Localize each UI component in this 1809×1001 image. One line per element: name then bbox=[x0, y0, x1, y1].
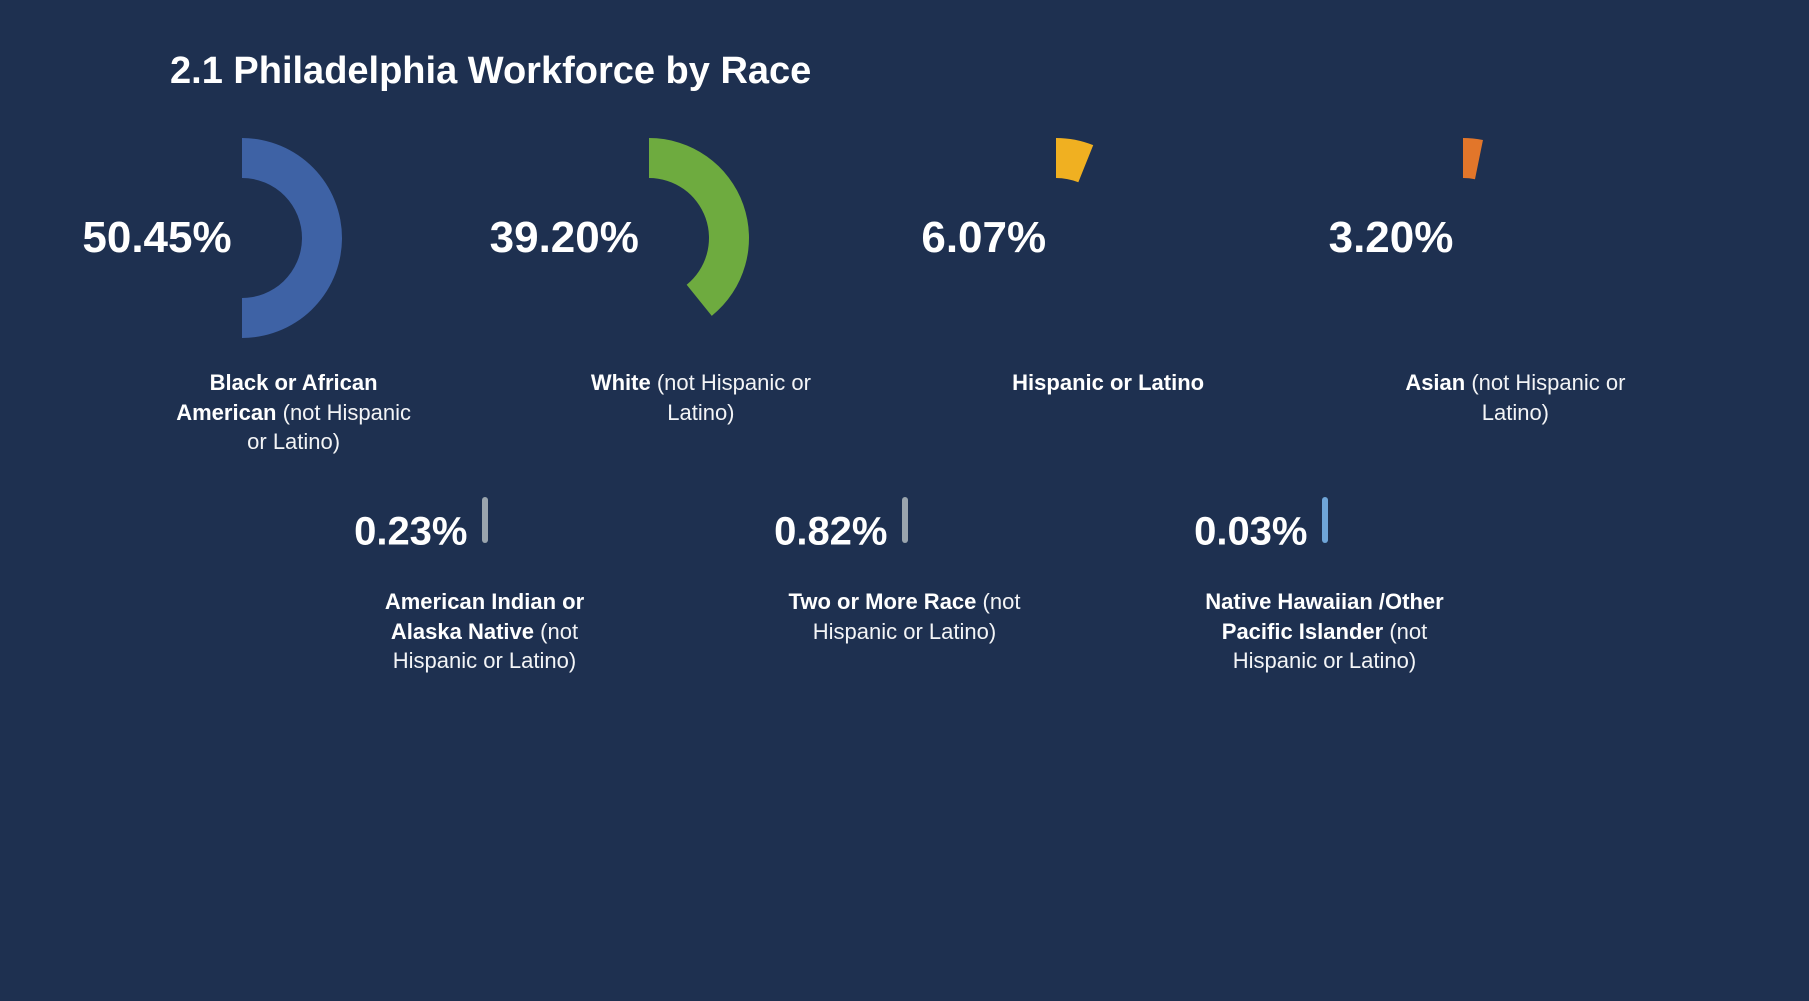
caption-bold: Two or More Race bbox=[789, 589, 977, 614]
card-white: 39.20% White (not Hispanic or Latino) bbox=[497, 118, 904, 457]
donut-wrap: 50.45% bbox=[242, 118, 346, 358]
card-hispanic-latino: 6.07% Hispanic or Latino bbox=[905, 118, 1312, 457]
donut-wrap: 3.20% bbox=[1463, 118, 1567, 358]
pct-value: 0.23% bbox=[354, 510, 467, 555]
tick-wrap: 0.23% bbox=[482, 487, 488, 577]
caption: Native Hawaiian /Other Pacific Islander … bbox=[1195, 587, 1455, 676]
tick-wrap: 0.82% bbox=[902, 487, 908, 577]
caption-light: (not Hispanic or Latino) bbox=[1471, 370, 1625, 425]
card-asian: 3.20% Asian (not Hispanic or Latino) bbox=[1312, 118, 1719, 457]
caption: Hispanic or Latino bbox=[1012, 368, 1204, 398]
donut-arc bbox=[1056, 134, 1160, 342]
donut-arc bbox=[1463, 134, 1567, 342]
tick-mark bbox=[902, 497, 908, 543]
caption-light: (not Hispanic or Latino) bbox=[657, 370, 811, 425]
donut-arc bbox=[242, 134, 346, 342]
caption: Asian (not Hispanic or Latino) bbox=[1395, 368, 1635, 427]
pct-value: 3.20% bbox=[1329, 213, 1454, 263]
caption: Black or African American (not Hispanic … bbox=[174, 368, 414, 457]
pct-value: 0.03% bbox=[1194, 510, 1307, 555]
chart-canvas: 2.1 Philadelphia Workforce by Race 50.45… bbox=[0, 0, 1809, 1001]
donut-arc bbox=[649, 134, 753, 342]
card-native-hawaiian: 0.03% Native Hawaiian /Other Pacific Isl… bbox=[1145, 487, 1505, 676]
caption: Two or More Race (not Hispanic or Latino… bbox=[775, 587, 1035, 646]
caption-bold: Hispanic or Latino bbox=[1012, 370, 1204, 395]
donut-wrap: 39.20% bbox=[649, 118, 753, 358]
donut-wrap: 6.07% bbox=[1056, 118, 1160, 358]
caption-bold: Asian bbox=[1405, 370, 1465, 395]
card-two-or-more: 0.82% Two or More Race (not Hispanic or … bbox=[725, 487, 1085, 676]
caption-bold: White bbox=[591, 370, 651, 395]
tick-wrap: 0.03% bbox=[1322, 487, 1328, 577]
row-primary: 50.45% Black or African American (not Hi… bbox=[90, 118, 1719, 457]
pct-value: 39.20% bbox=[490, 213, 639, 263]
caption: White (not Hispanic or Latino) bbox=[581, 368, 821, 427]
row-secondary: 0.23% American Indian or Alaska Native (… bbox=[90, 487, 1719, 676]
caption: American Indian or Alaska Native (not Hi… bbox=[355, 587, 615, 676]
pct-value: 6.07% bbox=[921, 213, 1046, 263]
chart-title: 2.1 Philadelphia Workforce by Race bbox=[170, 50, 1719, 93]
pct-value: 50.45% bbox=[82, 213, 231, 263]
tick-mark bbox=[1322, 497, 1328, 543]
tick-mark bbox=[482, 497, 488, 543]
card-american-indian: 0.23% American Indian or Alaska Native (… bbox=[305, 487, 665, 676]
card-black-african-american: 50.45% Black or African American (not Hi… bbox=[90, 118, 497, 457]
pct-value: 0.82% bbox=[774, 510, 887, 555]
